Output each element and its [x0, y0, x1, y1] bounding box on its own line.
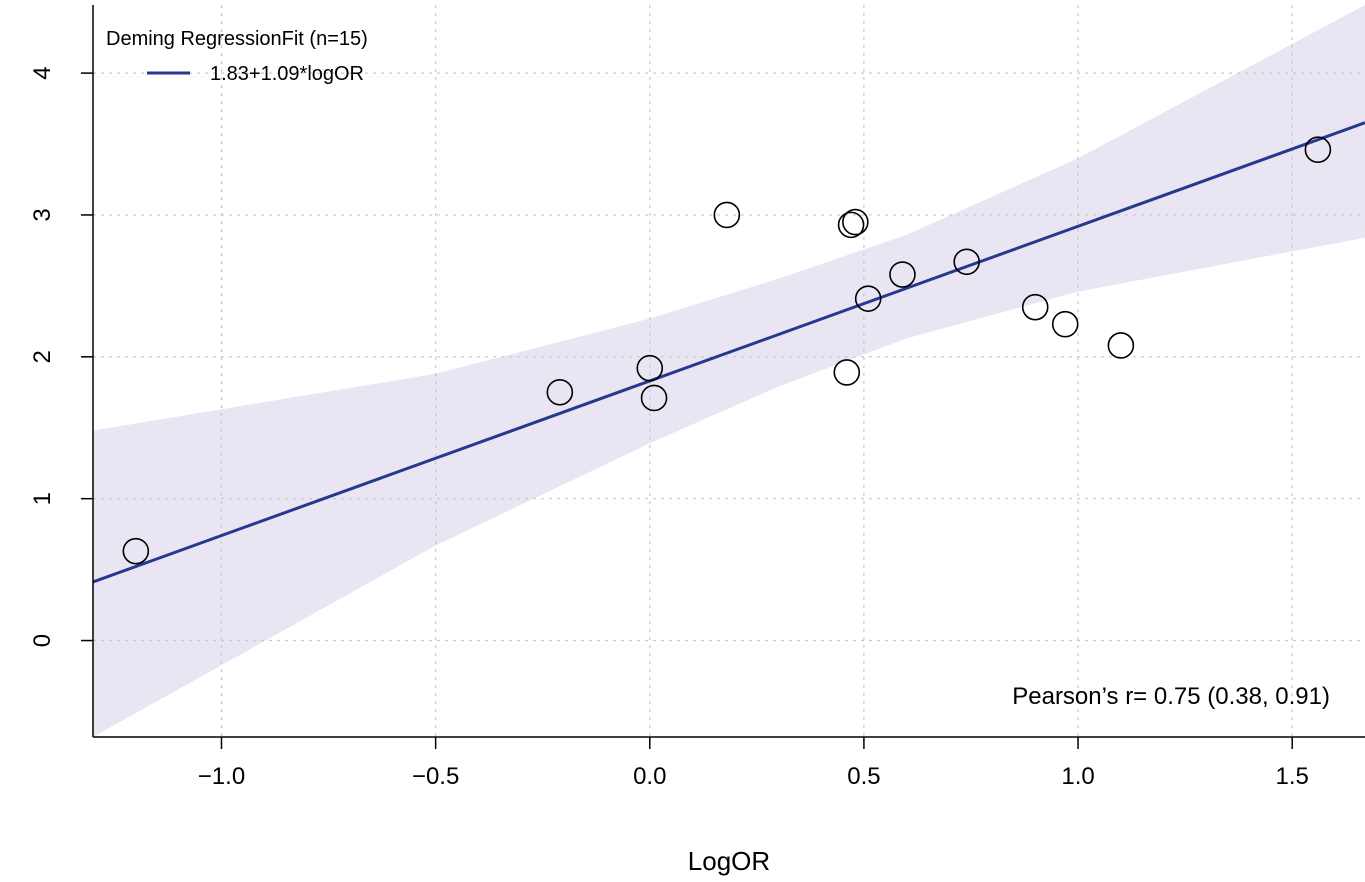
data-point-8: [854, 285, 882, 312]
data-point-4: [713, 201, 741, 229]
x-tick-label-2: 0.0: [633, 763, 666, 790]
data-point-6: [837, 211, 865, 239]
data-point-11: [1021, 293, 1049, 321]
legend: Deming RegressionFit (n=15) 1.83+1.09*lo…: [106, 28, 368, 85]
confidence-band: [93, 5, 1365, 737]
data-point-9: [889, 261, 916, 288]
y-tick-label-4: 4: [29, 66, 56, 79]
fit-line-layer: [92, 121, 1365, 584]
grid-layer: [93, 5, 1365, 737]
data-point-1: [546, 378, 574, 406]
x-tick-label-5: 1.5: [1276, 763, 1309, 790]
x-tick-label-3: 0.5: [847, 763, 880, 790]
data-point-2: [636, 354, 664, 382]
x-tick-label-1: −0.5: [412, 763, 459, 790]
regression-line: [92, 121, 1365, 584]
y-tick-label-1: 1: [29, 492, 56, 505]
data-point-5: [833, 359, 861, 386]
data-point-3: [640, 384, 668, 412]
data-point-7: [842, 208, 869, 236]
y-tick-label-2: 2: [29, 350, 56, 363]
axes-layer: −1.0 −0.5 0.0 0.5 1.0 1.5 0 1 2 3 4: [29, 5, 1365, 790]
data-point-10: [953, 248, 980, 276]
data-point-12: [1051, 310, 1079, 338]
data-point-0: [122, 537, 150, 565]
x-tick-label-4: 1.0: [1061, 763, 1094, 790]
y-tick-label-0: 0: [29, 634, 56, 647]
legend-title: Deming RegressionFit (n=15): [106, 28, 368, 50]
x-axis-title: LogOR: [688, 846, 770, 876]
y-tick-label-3: 3: [29, 208, 56, 221]
data-points-layer: [122, 136, 1332, 565]
legend-entry-label: 1.83+1.09*logOR: [210, 63, 364, 85]
x-tick-label-0: −1.0: [198, 763, 245, 790]
data-point-14: [1304, 136, 1332, 163]
confidence-band-layer: [93, 5, 1365, 737]
data-point-13: [1107, 332, 1135, 359]
pearson-annotation: Pearson’s r= 0.75 (0.38, 0.91): [1012, 683, 1330, 710]
